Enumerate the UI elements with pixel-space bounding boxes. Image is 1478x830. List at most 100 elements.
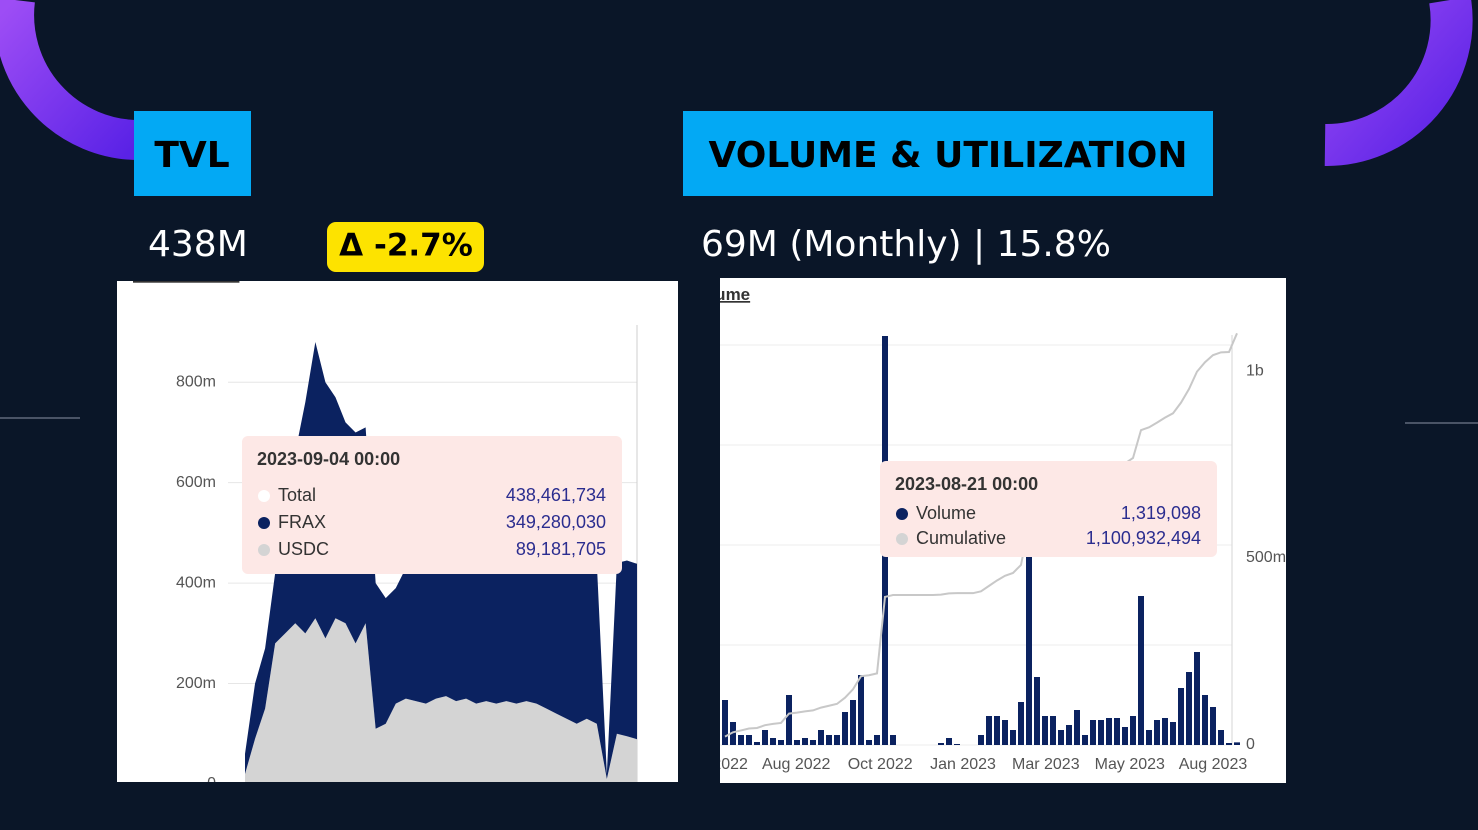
bar [794, 740, 800, 745]
bar [1218, 730, 1224, 745]
heading-box [683, 111, 1213, 196]
heading: VOLUME & UTILIZATION [709, 135, 1188, 176]
tvl-chart: FRAXBP TVL 0 200m 400m 600m 800m 2023-09-04 0… [133, 265, 638, 792]
tooltip-label: Total [278, 485, 316, 505]
y-tick-label: 200m [176, 675, 216, 692]
bar [826, 735, 832, 745]
tooltip-value: 1,319,098 [1121, 503, 1201, 523]
delta-pill [327, 222, 484, 272]
bar [1090, 720, 1096, 745]
bar [842, 712, 848, 745]
chart-title: FRAXBP TVL [133, 265, 239, 284]
bar [874, 735, 880, 745]
y-tick-label: 400m [176, 574, 216, 591]
bar [858, 675, 864, 745]
kpi-value: 438M [148, 224, 248, 265]
tooltip-title: 2023-09-04 00:00 [257, 449, 400, 469]
bar [978, 735, 984, 745]
bar [1034, 677, 1040, 745]
bar [1226, 743, 1232, 745]
bar [786, 695, 792, 745]
tooltip-dot [258, 517, 270, 529]
bar [1194, 652, 1200, 745]
tooltip [880, 461, 1217, 557]
bar [1122, 727, 1128, 745]
bar [818, 730, 824, 745]
bar [1010, 730, 1016, 745]
heading-box [134, 111, 251, 196]
tooltip [242, 436, 622, 574]
decor-arc [1324, 0, 1473, 167]
tooltip-label: Volume [916, 503, 976, 523]
tooltip-dot [258, 490, 270, 502]
volume-chart: Volume 0 500m 1b Jun 2022 Aug 2022 Oct 2022 Ja… [682, 285, 1286, 773]
bar [1058, 730, 1064, 745]
tooltip-value: 89,181,705 [516, 539, 606, 559]
tooltip-value: 349,280,030 [506, 512, 606, 532]
bar [1082, 735, 1088, 745]
bar [1202, 695, 1208, 745]
tooltip-dot [896, 533, 908, 545]
bar [1178, 688, 1184, 745]
tooltip-label: USDC [278, 539, 329, 559]
bar [810, 740, 816, 745]
bar [1138, 596, 1144, 745]
bar [778, 740, 784, 745]
bar [1130, 716, 1136, 745]
x-tick-label: May 2023 [1095, 756, 1165, 773]
x-tick-label: Aug 2023 [1179, 756, 1248, 773]
bar [1002, 720, 1008, 745]
y2-tick-label: 0 [1246, 736, 1255, 753]
area [245, 618, 637, 782]
bar [1026, 530, 1032, 745]
bar [1146, 730, 1152, 745]
bar [1050, 716, 1056, 745]
bar [938, 743, 944, 745]
bar [1186, 672, 1192, 745]
bar [1066, 725, 1072, 745]
bar [850, 700, 856, 745]
kpi-value: 69M (Monthly) | 15.8% [701, 224, 1111, 265]
bar [946, 738, 952, 745]
bar [746, 735, 752, 745]
bar [738, 735, 744, 745]
bar [1098, 720, 1104, 745]
bar [754, 742, 760, 745]
tooltip-value: 438,461,734 [506, 485, 606, 505]
bar [1162, 718, 1168, 745]
bar [890, 735, 896, 745]
y-tick-label: 600m [176, 474, 216, 491]
decor-arc [0, 0, 141, 161]
heading: TVL [154, 135, 229, 176]
bar [954, 744, 960, 745]
x-tick-label: Aug 2022 [762, 756, 831, 773]
tooltip-dot [896, 508, 908, 520]
x-tick-label: Jun 2022 [682, 756, 748, 773]
bar [1154, 720, 1160, 745]
tooltip-dot [258, 544, 270, 556]
tooltip-label: Cumulative [916, 528, 1006, 548]
bar [1210, 707, 1216, 745]
bar [834, 735, 840, 745]
y-tick-label: 800m [176, 373, 216, 390]
y2-tick-label: 1b [1246, 362, 1264, 379]
x-tick-label: Mar 2023 [1012, 756, 1080, 773]
bar [1074, 710, 1080, 745]
bar [762, 730, 768, 745]
tooltip-label: FRAX [278, 512, 326, 532]
kpi-delta: Δ -2.7% [339, 228, 473, 264]
tooltip-value: 1,100,932,494 [1086, 528, 1201, 548]
x-tick-label: Jan 2023 [930, 756, 996, 773]
y-tick-label: 0 [207, 775, 216, 792]
x-tick-label: Oct 2022 [848, 756, 913, 773]
bar [1106, 718, 1112, 745]
bar [1042, 716, 1048, 745]
bar [730, 722, 736, 745]
bar [1018, 702, 1024, 745]
y2-tick-label: 500m [1246, 549, 1286, 566]
bar [1170, 722, 1176, 745]
bar [994, 716, 1000, 745]
bar [1114, 718, 1120, 745]
